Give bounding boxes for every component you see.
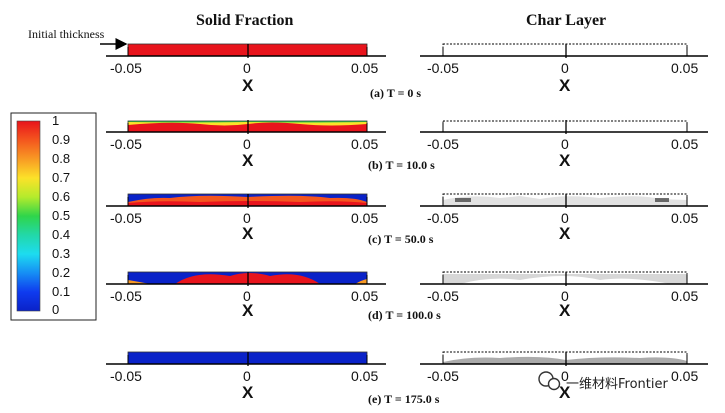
row-d-solid-tick-right: 0.05 bbox=[351, 288, 379, 304]
row-c-char-tick-right: 0.05 bbox=[671, 210, 699, 226]
row-a-solid-xlabel: X bbox=[242, 76, 254, 95]
row-a-char-tick-mid: 0 bbox=[561, 60, 569, 76]
row-d-char-tick-left: -0.05 bbox=[427, 288, 459, 304]
colorbar-tick-0.8: 0.8 bbox=[52, 151, 71, 166]
row-b-solid-tick-mid: 0 bbox=[243, 136, 251, 152]
row-c-char-tick-mid: 0 bbox=[561, 210, 569, 226]
row-d-char-xlabel: X bbox=[559, 301, 571, 320]
row-c-char-tick-left: -0.05 bbox=[427, 210, 459, 226]
row-e-char-xlabel: X bbox=[559, 383, 571, 402]
row-a-solid-tick-left: -0.05 bbox=[110, 60, 142, 76]
row-c-solid-tick-right: 0.05 bbox=[351, 210, 379, 226]
row-e-solid-tick-right: 0.05 bbox=[351, 368, 379, 384]
row-a-char-tick-left: -0.05 bbox=[427, 60, 459, 76]
colorbar-tick-0.6: 0.6 bbox=[52, 189, 71, 204]
row-d-char-strip bbox=[442, 271, 688, 285]
row-b-char-tick-left: -0.05 bbox=[427, 136, 459, 152]
wechat-icon bbox=[538, 371, 561, 391]
row-a-solid-tick-right: 0.05 bbox=[351, 60, 379, 76]
colorbar-tick-0.2: 0.2 bbox=[52, 265, 71, 280]
row-a-char-xlabel: X bbox=[559, 76, 571, 95]
colorbar-tick-0.4: 0.4 bbox=[52, 227, 71, 242]
row-b-char-tick-mid: 0 bbox=[561, 136, 569, 152]
row-b-char-xlabel: X bbox=[559, 151, 571, 170]
row-e-solid-tick-left: -0.05 bbox=[110, 368, 142, 384]
row-b-char-tick-right: 0.05 bbox=[671, 136, 699, 152]
row-e-solid-xlabel: X bbox=[242, 383, 254, 402]
row-d-char-tick-right: 0.05 bbox=[671, 288, 699, 304]
row-b-char-strip bbox=[442, 120, 688, 133]
row-a-char-tick-right: 0.05 bbox=[671, 60, 699, 76]
row-a-char-strip bbox=[442, 43, 688, 57]
row-a-caption: (a) T = 0 s bbox=[370, 86, 422, 100]
row-e-char-tick-right: 0.05 bbox=[671, 368, 699, 384]
row-e-char-strip bbox=[442, 351, 688, 365]
row-d-char-tick-mid: 0 bbox=[561, 288, 569, 304]
row-b-solid-xlabel: X bbox=[242, 151, 254, 170]
row-d-solid-tick-mid: 0 bbox=[243, 288, 251, 304]
row-b-caption: (b) T = 10.0 s bbox=[368, 158, 435, 172]
row-b-solid-tick-left: -0.05 bbox=[110, 136, 142, 152]
solid-fraction-header: Solid Fraction bbox=[196, 12, 294, 29]
row-b-solid-tick-right: 0.05 bbox=[351, 136, 379, 152]
colorbar-tick-0.9: 0.9 bbox=[52, 132, 71, 147]
row-e-solid-tick-mid: 0 bbox=[243, 368, 251, 384]
row-a-solid-tick-mid: 0 bbox=[243, 60, 251, 76]
colorbar-tick-0.1: 0.1 bbox=[52, 284, 71, 299]
colorbar-gradient bbox=[16, 120, 41, 312]
row-c-char-strip bbox=[442, 193, 688, 207]
row-e-char-tick-mid: 0 bbox=[561, 368, 569, 384]
char-layer-header: Char Layer bbox=[526, 12, 607, 29]
row-c-caption: (c) T = 50.0 s bbox=[368, 232, 434, 246]
colorbar-tick-0: 0 bbox=[52, 302, 60, 317]
axes bbox=[106, 44, 708, 366]
row-c-solid-xlabel: X bbox=[242, 224, 254, 243]
row-c-solid-tick-mid: 0 bbox=[243, 210, 251, 226]
colorbar-tick-0.5: 0.5 bbox=[52, 208, 71, 223]
row-d-caption: (d) T = 100.0 s bbox=[368, 308, 441, 322]
colorbar-tick-0.3: 0.3 bbox=[52, 246, 71, 261]
row-c-solid-tick-left: -0.05 bbox=[110, 210, 142, 226]
row-e-char-tick-left: -0.05 bbox=[427, 368, 459, 384]
row-c-char-xlabel: X bbox=[559, 224, 571, 243]
colorbar-tick-0.7: 0.7 bbox=[52, 170, 71, 185]
watermark: 一维材料Frontier bbox=[566, 377, 668, 392]
row-d-solid-xlabel: X bbox=[242, 301, 254, 320]
row-e-caption: (e) T = 175.0 s bbox=[368, 392, 440, 406]
row-d-solid-tick-left: -0.05 bbox=[110, 288, 142, 304]
colorbar-frame bbox=[10, 112, 97, 321]
initial-thickness-label: Initial thickness bbox=[28, 27, 105, 41]
colorbar-tick-1: 1 bbox=[52, 113, 60, 128]
